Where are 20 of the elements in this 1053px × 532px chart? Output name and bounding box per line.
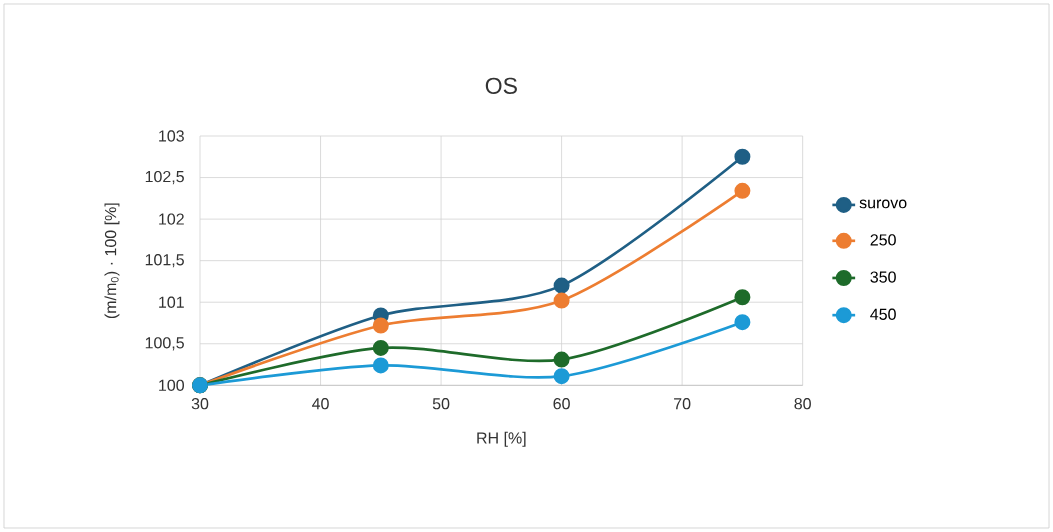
x-tick-label: 50 [432, 398, 450, 410]
x-tick-label: 60 [553, 398, 570, 410]
y-tick-label: 102 [159, 213, 184, 225]
y-tick-label: 100,5 [145, 337, 184, 351]
x-tick-label: 40 [312, 398, 329, 410]
x-tick-label: 30 [191, 398, 209, 410]
x-axis-title: RH [%] [477, 431, 526, 447]
y-tick-label: 102,5 [145, 170, 184, 185]
y-tick-label: 103 [159, 130, 184, 142]
y-tick-label: 101 [159, 296, 184, 308]
y-axis-title: (m/m$_{0}$) · 100 [%] [104, 203, 120, 319]
chart-title: OS [485, 77, 517, 94]
y-tick-label: 100 [159, 379, 184, 391]
x-tick-label: 80 [794, 398, 811, 410]
y-tick-label: 101,5 [145, 254, 184, 268]
legend-label: 450 [870, 308, 896, 320]
legend-label: 350 [870, 271, 896, 283]
legend-label: surovo [859, 199, 907, 209]
x-tick-label: 70 [674, 398, 691, 410]
legend-label: 250 [870, 234, 896, 246]
